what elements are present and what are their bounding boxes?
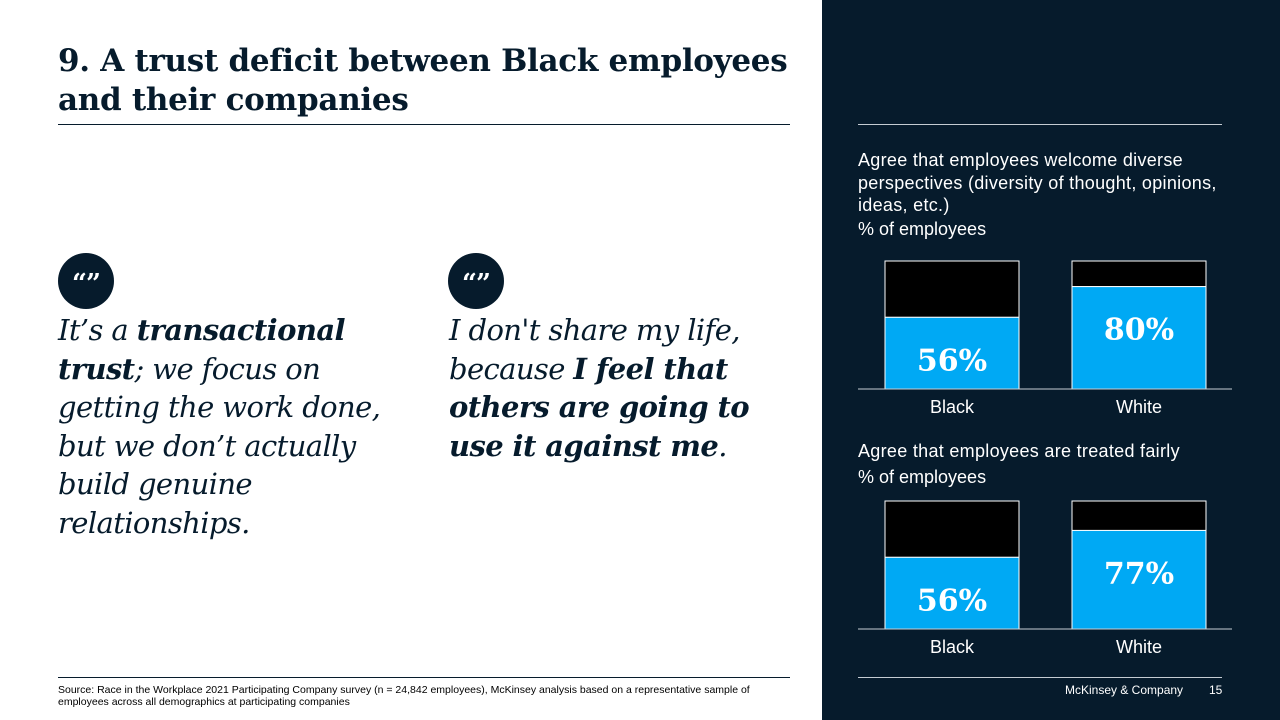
- bar-remainder: [1071, 500, 1207, 531]
- bar-remainder: [884, 500, 1020, 558]
- chart-unit-label: % of employees: [858, 467, 987, 487]
- quote-text: It’s a transactional trust; we focus on …: [58, 311, 408, 542]
- bar: [884, 316, 1020, 390]
- title-divider: [58, 124, 790, 125]
- quote-icon: “”: [58, 253, 114, 309]
- category-label: Black: [930, 397, 975, 417]
- footer-brand: McKinsey & Company: [1065, 683, 1184, 697]
- content-panel: 9. A trust deficit between Black employe…: [58, 43, 794, 708]
- bar-value-label: 80%: [1104, 313, 1174, 348]
- bar-value-label: 56%: [917, 583, 987, 618]
- bar-chart-welcome: 56% Black 80% White: [858, 260, 1232, 417]
- quote-emphasis: transactional trust: [58, 313, 346, 386]
- quote-fragment: I don't share my life, because: [449, 313, 740, 386]
- slide-title: 9. A trust deficit between Black employe…: [58, 43, 788, 118]
- chart-title: Agree that employees are treated fairly: [858, 441, 1180, 461]
- page-number: 15: [1209, 683, 1223, 697]
- quote-fragment: .: [718, 428, 727, 463]
- category-label: White: [1116, 397, 1162, 417]
- bar-remainder: [884, 260, 1020, 318]
- category-label: Black: [930, 637, 975, 657]
- quote-fragment: ; we focus on getting the work done, but…: [58, 351, 381, 540]
- chart-panel-divider: [858, 124, 1222, 125]
- quote-fragment: It’s a: [58, 313, 137, 347]
- chart-title: Agree that employees welcome diverse per…: [858, 150, 1217, 215]
- source-divider: [58, 677, 790, 678]
- footer-divider: [858, 677, 1222, 678]
- chart-unit-label: % of employees: [858, 219, 987, 239]
- bar-value-label: 77%: [1104, 557, 1174, 592]
- quote-text: I don't share my life, because I feel th…: [449, 311, 794, 465]
- category-label: White: [1116, 637, 1162, 657]
- quote-icon: “”: [448, 253, 504, 309]
- bar-remainder: [1071, 260, 1207, 288]
- source-note: Source: Race in the Workplace 2021 Parti…: [58, 684, 750, 708]
- bar: [1071, 529, 1207, 630]
- bar-value-label: 56%: [917, 343, 987, 378]
- bar-chart-fairness: 56% Black 77% White: [858, 500, 1232, 657]
- bar: [1071, 286, 1207, 390]
- bar: [884, 556, 1020, 630]
- quote-emphasis: I feel that others are going to use it a…: [449, 351, 750, 463]
